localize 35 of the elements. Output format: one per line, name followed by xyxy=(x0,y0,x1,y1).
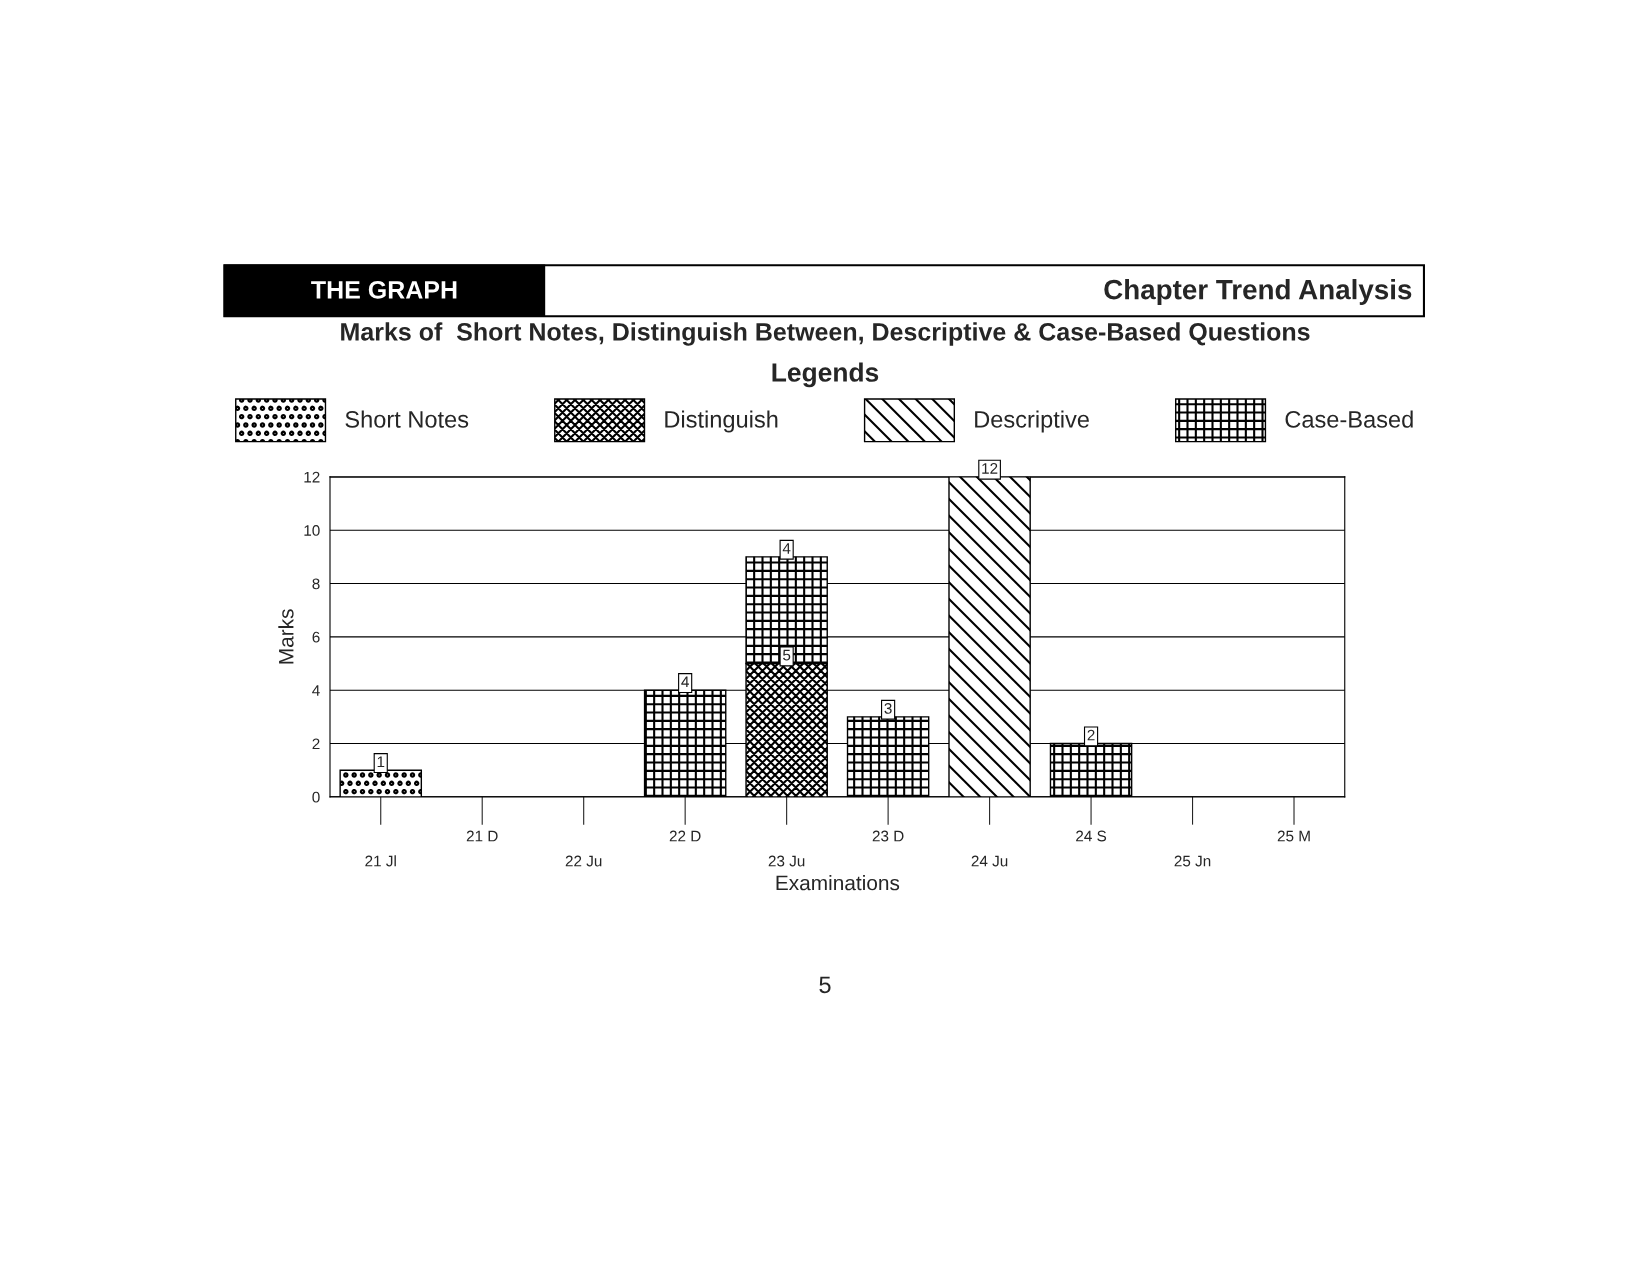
y-tick-label: 8 xyxy=(312,578,320,590)
data-label: 12 xyxy=(982,463,998,474)
x-axis-title: Examinations xyxy=(776,875,900,891)
x-tick-label: 21 D xyxy=(466,830,498,842)
y-tick-label: 2 xyxy=(312,738,320,750)
y-tick-label: 10 xyxy=(304,525,320,536)
x-tick-label: 23 D xyxy=(872,830,904,842)
data-label: 4 xyxy=(681,676,689,688)
data-label: 1 xyxy=(377,756,385,768)
text: Chapter Trend Analysis xyxy=(1104,279,1412,305)
legend-label: Case-Based xyxy=(1285,410,1413,428)
y-axis-title: Marks xyxy=(278,609,294,664)
legend-title: Legends xyxy=(772,362,879,388)
legend-label: Descriptive xyxy=(975,410,1089,433)
data-label: 3 xyxy=(884,703,892,714)
chart-title: Marks of Short Notes, Distinguish Between, Descriptive & Case-Based Questions xyxy=(341,322,1310,346)
text: 5 xyxy=(819,976,831,994)
x-tick-label: 24 S xyxy=(1076,830,1107,842)
x-tick-label: 22 Ju xyxy=(565,855,602,867)
x-tick-label: 25 M xyxy=(1277,830,1310,842)
x-tick-label: 22 D xyxy=(669,830,701,842)
y-tick-label: 12 xyxy=(304,471,320,483)
data-label: 4 xyxy=(782,543,791,554)
x-tick-label: 24 Ju xyxy=(971,855,1008,867)
legend-label: Short Notes xyxy=(345,410,469,428)
x-tick-label: 23 Ju xyxy=(768,855,805,867)
data-label: 5 xyxy=(783,649,791,661)
legend-label: Distinguish xyxy=(665,410,778,433)
y-tick-label: 4 xyxy=(312,685,320,696)
text: THE GRAPH xyxy=(311,280,457,299)
x-tick-label: 21 Jl xyxy=(365,855,396,867)
x-tick-label: 25 Jn xyxy=(1174,855,1211,867)
y-tick-label: 0 xyxy=(312,791,320,803)
y-tick-label: 6 xyxy=(312,631,320,643)
data-label: 2 xyxy=(1087,729,1095,741)
